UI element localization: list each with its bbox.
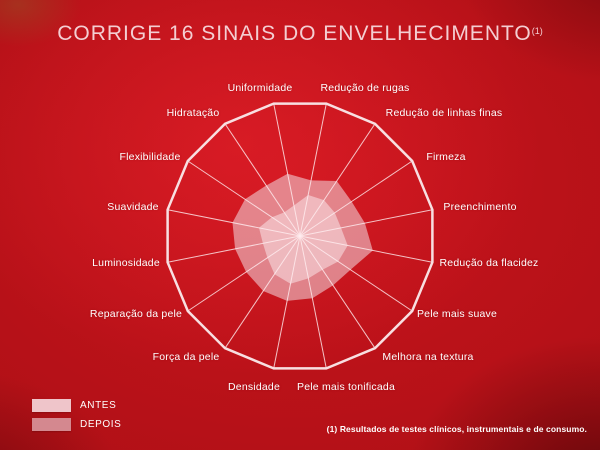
radar-series-antes (259, 195, 348, 284)
radar-spoke (224, 123, 301, 237)
radar-spoke (299, 103, 327, 237)
radar-axis-label: Preenchimento (443, 201, 517, 213)
radar-spoke (299, 123, 376, 237)
radar-axis-label: Firmeza (426, 151, 466, 163)
radar-spoke (273, 103, 301, 237)
radar-axis-label: Densidade (227, 381, 281, 393)
legend-label-depois: DEPOIS (80, 419, 122, 430)
radar-axis-label: Redução da flacidez (439, 257, 539, 269)
radar-spoke (299, 235, 376, 349)
radar-spoke (299, 209, 433, 237)
radar-axis-label: Pele mais tonificada (297, 381, 395, 393)
radar-spoke (299, 235, 413, 312)
radar-spoke (299, 160, 413, 237)
radar-axis-label: Luminosidade (92, 257, 160, 269)
radar-axis-label: Melhora na textura (382, 351, 474, 363)
title-footnote-marker: (1) (531, 26, 543, 36)
radar-axis-label: Hidratação (166, 107, 220, 119)
legend-swatch-depois (32, 418, 71, 431)
radar-spoke (299, 235, 327, 369)
radar-axis-label: Pele mais suave (416, 308, 498, 320)
page-title: CORRIGE 16 SINAIS DO ENVELHECIMENTO(1) (0, 22, 600, 46)
radar-axis-label: Redução de rugas (320, 82, 410, 94)
radar-spoke (299, 235, 433, 263)
radar-axis-label: Uniformidade (227, 82, 293, 94)
radar-axis-label: Redução de linhas finas (385, 107, 503, 119)
radar-axis-label: Força da pele (152, 351, 220, 363)
radar-axis-label: Suavidade (107, 201, 159, 213)
radar-spoke (273, 235, 301, 369)
radar-legend: ANTES DEPOIS (32, 399, 121, 437)
radar-spoke (187, 160, 301, 237)
radar-axis-label: Flexibilidade (119, 151, 181, 163)
radar-spoke (187, 235, 301, 312)
legend-row-antes: ANTES (32, 399, 121, 412)
legend-swatch-antes (32, 399, 71, 412)
radar-axis-label: Reparação da pele (89, 308, 183, 320)
footnote-text: (1) Resultados de testes clínicos, instr… (326, 424, 587, 434)
radar-spoke (167, 235, 301, 263)
page-title-text: CORRIGE 16 SINAIS DO ENVELHECIMENTO (57, 22, 532, 45)
legend-row-depois: DEPOIS (32, 418, 121, 431)
radar-spoke (224, 235, 301, 349)
radar-spoke (167, 209, 301, 237)
radar-outer-ring (166, 102, 434, 370)
legend-label-antes: ANTES (80, 400, 117, 411)
